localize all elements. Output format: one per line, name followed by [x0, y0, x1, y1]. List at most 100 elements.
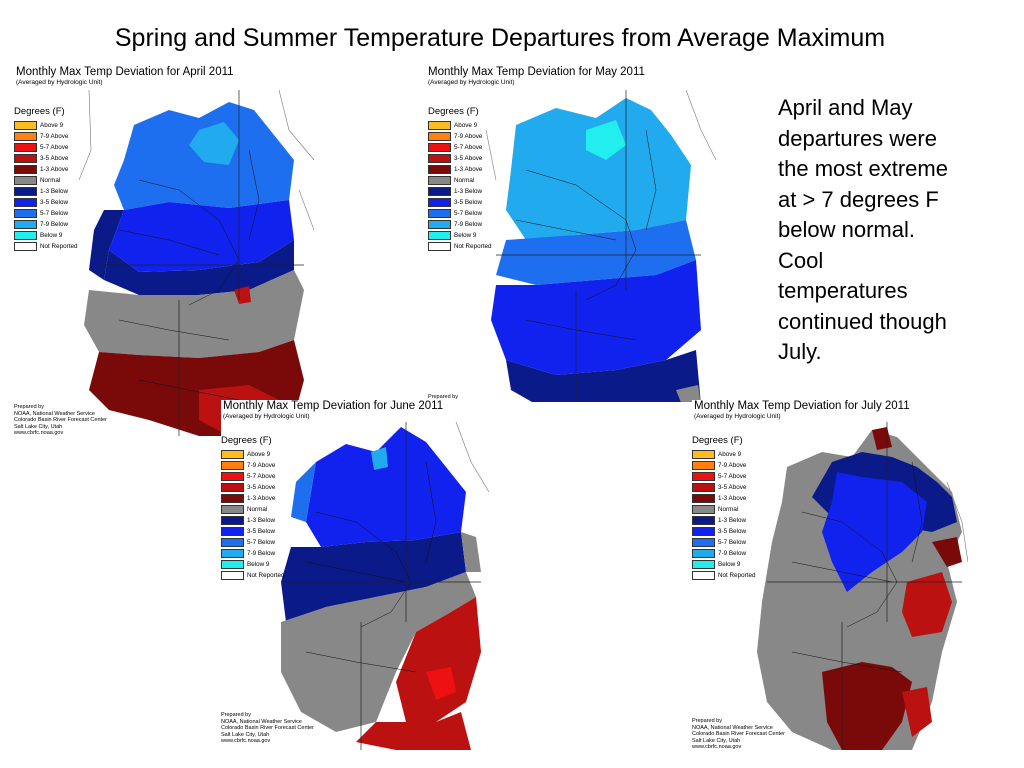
map-region-east-red: [902, 572, 952, 637]
legend-swatch: [692, 516, 715, 525]
legend-swatch: [14, 231, 37, 240]
credit-line: Salt Lake City, Utah: [692, 737, 741, 744]
map-region-mid-dark: [281, 532, 466, 622]
legend-label: 5-7 Above: [718, 473, 747, 480]
legend-item: 7-9 Below: [14, 219, 84, 230]
legend-label: 5-7 Above: [247, 473, 276, 480]
map-title: Monthly Max Temp Deviation for June 2011: [223, 400, 444, 412]
credit-block: Prepared by NOAA, National Weather Servi…: [221, 712, 314, 745]
legend-label: 1-3 Above: [718, 495, 747, 502]
legend-label: 3-5 Above: [247, 484, 276, 491]
legend-label: Above 9: [40, 122, 64, 129]
legend-item: 1-3 Above: [692, 493, 762, 504]
legend-item: 3-5 Above: [692, 482, 762, 493]
legend-swatch: [692, 494, 715, 503]
legend-item: 3-5 Below: [692, 526, 762, 537]
legend-swatch: [14, 154, 37, 163]
map-title: Monthly Max Temp Deviation for April 201…: [16, 66, 234, 78]
map-region-mid-light: [496, 220, 696, 285]
legend-item: 1-3 Below: [692, 515, 762, 526]
legend-swatch: [14, 165, 37, 174]
map-neighbor-lines: [455, 422, 489, 493]
legend-item: 3-5 Above: [221, 482, 291, 493]
map-region-red-east: [396, 597, 481, 722]
credit-line: Salt Lake City, Utah: [221, 731, 270, 738]
map-panel-may: Monthly Max Temp Deviation for May 2011 …: [426, 66, 716, 402]
legend-label: 3-5 Above: [718, 484, 747, 491]
map-region-mid-blue: [491, 260, 701, 375]
legend-label: 7-9 Below: [454, 221, 483, 228]
legend-label: Below 9: [40, 232, 63, 239]
legend-swatch: [14, 220, 37, 229]
legend-swatch: [221, 483, 244, 492]
credit-line: NOAA, National Weather Service: [692, 724, 773, 731]
legend-label: 3-5 Below: [40, 199, 69, 206]
legend-item: Above 9: [221, 449, 291, 460]
map-region-east-normal: [461, 532, 481, 572]
legend-label: Not Reported: [40, 243, 78, 250]
map-region-north-pale: [371, 447, 388, 470]
legend-label: 5-7 Below: [247, 539, 276, 546]
legend-label: 7-9 Above: [454, 133, 483, 140]
legend-label: Normal: [247, 506, 268, 513]
legend-item: Not Reported: [428, 241, 498, 252]
legend-item: 5-7 Below: [428, 208, 498, 219]
legend-item: 1-3 Below: [14, 186, 84, 197]
legend-swatch: [428, 187, 451, 196]
legend-label: 7-9 Below: [247, 550, 276, 557]
legend-item: Below 9: [14, 230, 84, 241]
legend-label: 5-7 Below: [718, 539, 747, 546]
legend-item: Below 9: [692, 559, 762, 570]
legend-swatch: [14, 132, 37, 141]
legend-item: 5-7 Below: [14, 208, 84, 219]
legend-label: 3-5 Below: [718, 528, 747, 535]
legend-item: Not Reported: [14, 241, 84, 252]
legend-title: Degrees (F): [221, 435, 272, 446]
legend-swatch: [428, 121, 451, 130]
legend-swatch: [428, 209, 451, 218]
credit-line: www.cbrfc.noaa.gov: [692, 744, 742, 750]
map-region-normal: [281, 572, 476, 732]
map-region-mid-red: [932, 537, 962, 567]
legend-item: 7-9 Above: [692, 460, 762, 471]
credit-line: Salt Lake City, Utah: [14, 423, 63, 430]
map-region-red-hot: [426, 667, 456, 700]
legend-item: 7-9 Below: [221, 548, 291, 559]
map-state-borders: [767, 422, 962, 750]
prepared-by-fragment: Prepared by: [428, 394, 458, 400]
credit-line: NOAA, National Weather Service: [14, 410, 95, 417]
legend-swatch: [692, 450, 715, 459]
legend-swatch: [14, 209, 37, 218]
map-region-north-blue: [306, 427, 466, 547]
map-region-north-light: [291, 462, 316, 522]
legend-swatch: [221, 494, 244, 503]
map-neighbor-lines: [79, 90, 314, 231]
legend-label: Above 9: [247, 451, 271, 458]
legend-swatch: [14, 187, 37, 196]
legend-item: 3-5 Below: [14, 197, 84, 208]
legend-label: 1-3 Above: [454, 166, 483, 173]
legend-item: 5-7 Above: [428, 142, 498, 153]
map-subtitle: (Averaged by Hydrologic Unit): [694, 413, 781, 420]
credit-line: Prepared by: [692, 718, 722, 724]
map-rivers: [118, 149, 260, 401]
legend-item: Normal: [428, 175, 498, 186]
map-panel-june: Monthly Max Temp Deviation for June 2011…: [221, 400, 489, 750]
map-may: [486, 90, 716, 402]
legend-item: Below 9: [221, 559, 291, 570]
legend-item: 7-9 Above: [428, 131, 498, 142]
map-region-north-mid: [109, 200, 294, 272]
legend-swatch: [428, 220, 451, 229]
legend: Degrees (F) Above 9 7-9 Above 5-7 Above …: [221, 435, 291, 581]
slide-title: Spring and Summer Temperature Departures…: [114, 24, 886, 52]
legend-item: Above 9: [428, 120, 498, 131]
credit-line: Prepared by: [221, 712, 251, 718]
legend-item: 7-9 Above: [221, 460, 291, 471]
legend-label: 1-3 Below: [718, 517, 747, 524]
legend-label: Normal: [718, 506, 739, 513]
map-region-north-cyan: [586, 120, 626, 160]
legend-swatch: [221, 527, 244, 536]
map-april: [79, 90, 314, 436]
legend-title: Degrees (F): [692, 435, 743, 446]
legend-label: Below 9: [718, 561, 741, 568]
